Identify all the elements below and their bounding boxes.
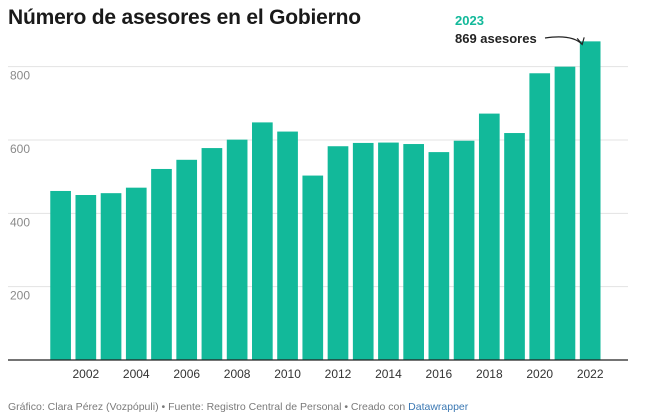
x-tick-label: 2018 xyxy=(476,367,503,381)
bar-2018 xyxy=(478,113,500,360)
bar-2006 xyxy=(176,159,198,360)
bar-2012 xyxy=(327,146,349,360)
bar-2016 xyxy=(428,152,450,360)
bar-2004 xyxy=(125,187,147,360)
bar-2015 xyxy=(403,144,424,360)
chart-title: Número de asesores en el Gobierno xyxy=(8,6,361,29)
x-tick-label: 2002 xyxy=(72,367,99,381)
bar-2003 xyxy=(100,193,122,360)
x-tick-label: 2022 xyxy=(577,367,604,381)
x-tick-label: 2004 xyxy=(123,367,150,381)
annotation-text: 869 asesores xyxy=(455,31,537,46)
annotation: 2023 869 asesores xyxy=(455,13,585,46)
bar-2017 xyxy=(453,140,475,360)
bar-2013 xyxy=(352,142,374,360)
bar-2002 xyxy=(75,195,97,360)
y-tick-label: 800 xyxy=(10,69,30,83)
annotation-year: 2023 xyxy=(455,13,484,28)
bar-2011 xyxy=(302,175,324,360)
footer-credit: Gráfico: Clara Pérez (Vozpópuli) • Fuent… xyxy=(8,401,468,413)
bar-2010 xyxy=(277,131,298,360)
x-tick-label: 2006 xyxy=(173,367,200,381)
bar-2009 xyxy=(252,122,273,361)
bar-2007 xyxy=(201,148,223,360)
x-tick-label: 2020 xyxy=(526,367,553,381)
bar-2021 xyxy=(554,66,576,361)
annotation-arrowhead-icon xyxy=(576,37,585,46)
annotation-arrow-icon xyxy=(544,36,583,45)
bar-2008 xyxy=(226,139,248,360)
bar-2001 xyxy=(50,190,71,360)
y-tick-label: 400 xyxy=(10,215,30,229)
bar-2019 xyxy=(504,133,525,360)
datawrapper-link[interactable]: Datawrapper xyxy=(408,401,469,413)
bar-2014 xyxy=(378,142,399,360)
bar-2022 xyxy=(579,41,601,360)
footer-credit-text: Gráfico: Clara Pérez (Vozpópuli) • Fuent… xyxy=(8,401,409,413)
bar-2005 xyxy=(151,168,172,360)
x-tick-label: 2010 xyxy=(274,367,301,381)
x-tick-label: 2016 xyxy=(426,367,453,381)
bar-2020 xyxy=(529,73,551,361)
x-axis-tick-labels: 2002 2004 2006 2008 2010 2012 2014 2016 2018 2020… xyxy=(72,367,603,381)
x-tick-label: 2014 xyxy=(375,367,402,381)
bars xyxy=(50,41,601,361)
y-axis-tick-labels: 200 400 600 800 xyxy=(10,69,30,303)
y-tick-label: 600 xyxy=(10,142,30,156)
x-tick-label: 2008 xyxy=(224,367,251,381)
x-tick-label: 2012 xyxy=(325,367,352,381)
y-tick-label: 200 xyxy=(10,289,30,303)
